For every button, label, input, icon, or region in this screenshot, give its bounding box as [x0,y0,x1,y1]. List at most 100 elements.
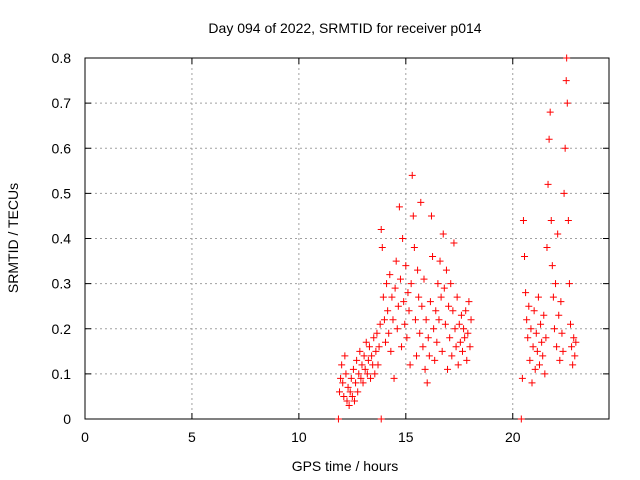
data-point [548,262,556,270]
data-point [349,365,357,373]
data-point [445,302,453,310]
chart-title: Day 094 of 2022, SRMTID for receiver p01… [208,20,481,36]
data-point [544,180,552,188]
data-point [338,361,346,369]
data-point [336,388,344,396]
data-point [434,280,442,288]
data-point [525,302,533,310]
data-point [523,316,531,324]
data-point [421,365,429,373]
data-point [362,338,370,346]
data-point [407,280,415,288]
data-point [571,352,579,360]
grid-layer [84,57,609,420]
data-point [361,365,369,373]
data-point [375,343,383,351]
data-point [417,198,425,206]
data-point [517,415,525,423]
data-point [565,280,573,288]
data-point [355,370,363,378]
data-point [371,370,379,378]
data-point [359,379,367,387]
data-point [465,298,473,306]
data-point [356,347,364,355]
data-point [438,347,446,355]
data-point [519,216,527,224]
data-point [410,244,418,252]
data-point [427,212,435,220]
data-point [399,235,407,242]
data-point [456,338,464,346]
data-point [376,320,384,328]
data-point [524,334,532,342]
data-point [416,329,424,337]
data-point [533,347,541,355]
data-point [463,356,471,364]
data-points [334,54,580,423]
data-point [387,347,395,355]
data-point [379,293,387,301]
data-point [343,397,351,405]
data-point [389,316,397,324]
y-tick-label: 0.8 [52,50,72,66]
data-point [537,320,545,328]
data-point [556,356,564,364]
data-point [404,289,412,297]
data-point [425,352,433,360]
data-point [457,311,465,319]
ticks-layer: 0 5 10 15 20 0 0.1 0.2 0.3 0.4 0.5 0.6 0.7 0.8 [52,50,609,445]
data-point [552,280,560,288]
data-point [529,343,537,351]
data-point [374,361,382,369]
data-point [448,352,456,360]
data-point [341,352,349,360]
data-point [413,352,421,360]
data-point [365,343,373,351]
data-point [357,374,365,382]
data-point [439,230,447,238]
data-point [380,316,388,324]
data-point [569,361,577,369]
y-tick-label: 0.6 [52,140,72,156]
data-point [388,293,396,301]
data-point [408,171,416,179]
data-point [430,325,438,333]
data-point [538,338,546,346]
data-point [564,216,572,224]
data-point [518,374,526,382]
data-point [398,343,406,351]
data-point [567,320,575,328]
data-point [535,361,543,369]
data-point [554,230,562,238]
data-point [386,271,394,279]
data-point [562,77,570,85]
data-point [363,370,371,378]
data-point [423,379,431,387]
data-point [450,239,458,247]
data-point [530,307,538,315]
data-point [531,365,539,373]
x-tick-label: 15 [398,429,414,445]
data-point [460,325,468,333]
data-point [437,293,445,301]
data-point [453,293,461,301]
data-point [418,302,426,310]
data-point [405,307,413,315]
x-axis-label: GPS time / hours [292,458,399,474]
data-point [391,284,399,292]
data-point [334,415,342,423]
data-point [440,284,448,292]
data-point [539,352,547,360]
data-point [373,329,381,337]
data-point [419,343,427,351]
data-point [422,316,430,324]
data-point [393,325,401,333]
data-point [449,307,457,315]
data-point [526,356,534,364]
data-point [370,334,378,342]
data-point [381,338,389,346]
data-point [555,311,563,319]
x-tick-label: 5 [188,429,196,445]
data-point [337,374,345,382]
